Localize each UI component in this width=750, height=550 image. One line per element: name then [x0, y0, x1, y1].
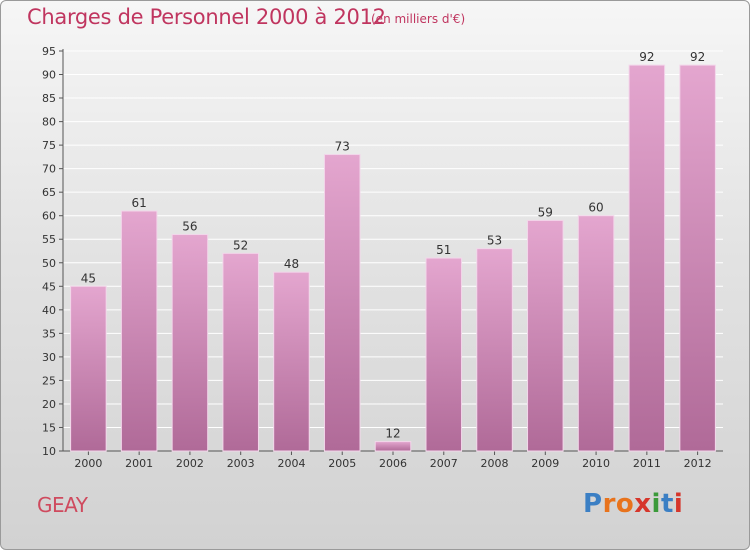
- y-tick-label: 70: [42, 163, 56, 176]
- x-tick-label: 2003: [227, 457, 255, 470]
- logo-letter: r: [602, 489, 616, 519]
- logo-letter: i: [651, 489, 661, 519]
- y-tick-label: 90: [42, 69, 56, 82]
- logo-letter: P: [583, 489, 603, 519]
- bar-value-label: 48: [284, 257, 299, 271]
- bar: [577, 215, 615, 452]
- bar-value-label: 73: [335, 140, 350, 154]
- bars: [70, 64, 716, 452]
- bar: [476, 248, 513, 452]
- x-tick-label: 2012: [684, 457, 712, 470]
- y-tick-label: 50: [42, 257, 56, 270]
- bar: [425, 257, 463, 452]
- bar-value-label: 61: [132, 196, 147, 210]
- bar: [323, 154, 361, 452]
- chart-title: Charges de Personnel 2000 à 2012: [27, 5, 386, 29]
- logo-letter: t: [660, 489, 674, 519]
- unit-note: (en milliers d'€): [371, 12, 466, 26]
- y-tick-label: 95: [42, 45, 56, 58]
- y-tick-label: 20: [42, 398, 56, 411]
- data-labels: 45 61 56 52 48 73 12 51 53 59 60 92 92: [81, 50, 706, 440]
- y-tick-label: 85: [42, 92, 56, 105]
- x-tick-label: 2004: [277, 457, 305, 470]
- bar-value-label: 53: [487, 234, 502, 248]
- logo-letter: o: [615, 489, 635, 519]
- bar: [222, 252, 259, 452]
- x-tick-label: 2010: [582, 457, 610, 470]
- y-tick-label: 35: [42, 327, 56, 340]
- bar-value-label: 51: [436, 243, 451, 257]
- y-tick-label: 75: [42, 139, 56, 152]
- bar-value-label: 56: [182, 220, 197, 234]
- y-tick-label: 55: [42, 233, 56, 246]
- x-tick-label: 2001: [125, 457, 153, 470]
- bar: [679, 64, 716, 452]
- bar-value-label: 60: [588, 201, 603, 215]
- x-tick-label: 2007: [430, 457, 458, 470]
- x-tick-label: 2000: [74, 457, 102, 470]
- bar: [628, 64, 666, 452]
- bar-value-label: 92: [639, 50, 654, 64]
- grid-lines: [63, 50, 723, 452]
- proxiti-logo[interactable]: Proxiti: [583, 489, 683, 519]
- y-tick-label: 80: [42, 116, 56, 129]
- y-tick-label: 10: [42, 445, 56, 458]
- x-tick-label: 2008: [481, 457, 509, 470]
- logo-letter: i: [673, 489, 684, 519]
- bar: [374, 441, 412, 452]
- commune-name: GEAY: [37, 493, 88, 517]
- bar: [273, 271, 310, 452]
- y-tick-label: 30: [42, 351, 56, 364]
- y-tick-label: 60: [42, 210, 56, 223]
- y-tick-label: 45: [42, 280, 56, 293]
- bar-value-label: 12: [385, 427, 400, 441]
- y-tick-label: 65: [42, 186, 56, 199]
- y-tick-label: 25: [42, 374, 56, 387]
- bar: [527, 219, 564, 452]
- x-tick-label: 2006: [379, 457, 407, 470]
- bar-value-label: 59: [538, 205, 553, 219]
- bar: [70, 285, 107, 452]
- logo-letter: x: [634, 489, 652, 519]
- x-tick-label: 2011: [633, 457, 661, 470]
- x-tick-label: 2009: [531, 457, 559, 470]
- y-tick-label: 15: [42, 421, 56, 434]
- y-tick-label: 40: [42, 304, 56, 317]
- bar: [120, 210, 158, 452]
- x-tick-label: 2002: [176, 457, 204, 470]
- bar: [171, 234, 209, 452]
- bar-value-label: 52: [233, 238, 248, 252]
- bar-value-label: 45: [81, 271, 96, 285]
- bar-value-label: 92: [690, 50, 705, 64]
- x-tick-label: 2005: [328, 457, 356, 470]
